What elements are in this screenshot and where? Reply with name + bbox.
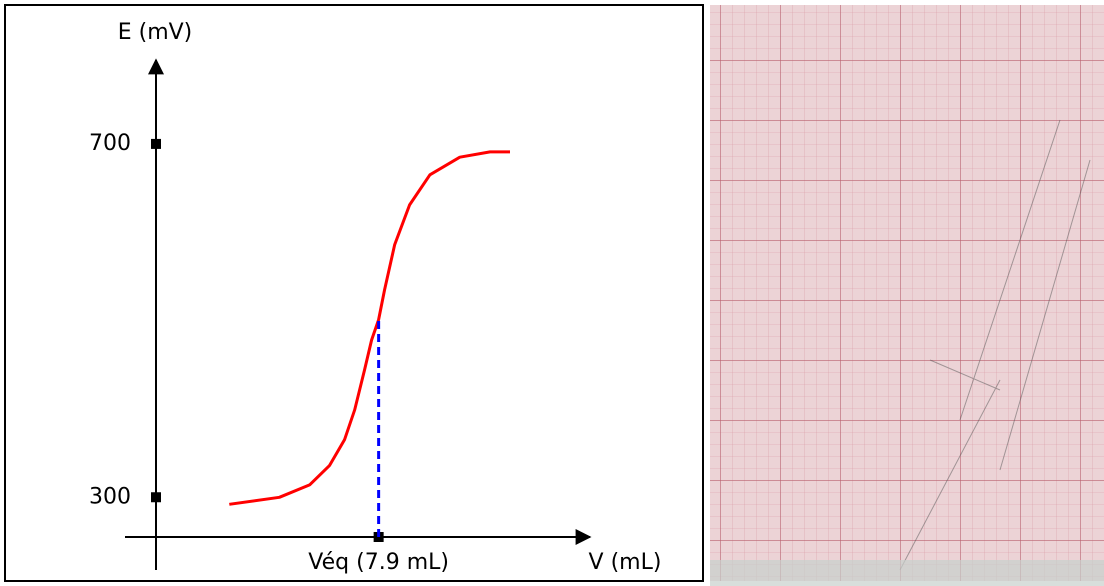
chart-frame [4,4,704,582]
photo [710,5,1104,586]
paper-grid [710,5,1104,581]
paper-edge [710,560,1104,586]
x-tick-label: Véq (7.9 mL) [308,550,449,575]
y-tick [151,138,161,149]
curve [229,150,510,506]
y-axis-label: E (mV) [118,20,193,45]
pencil-lines [899,119,1091,571]
y-tick [151,492,161,503]
y-tick-label: 700 [89,131,131,156]
y-tick-label: 300 [89,484,131,509]
x-axis-label: V (mL) [589,550,662,575]
